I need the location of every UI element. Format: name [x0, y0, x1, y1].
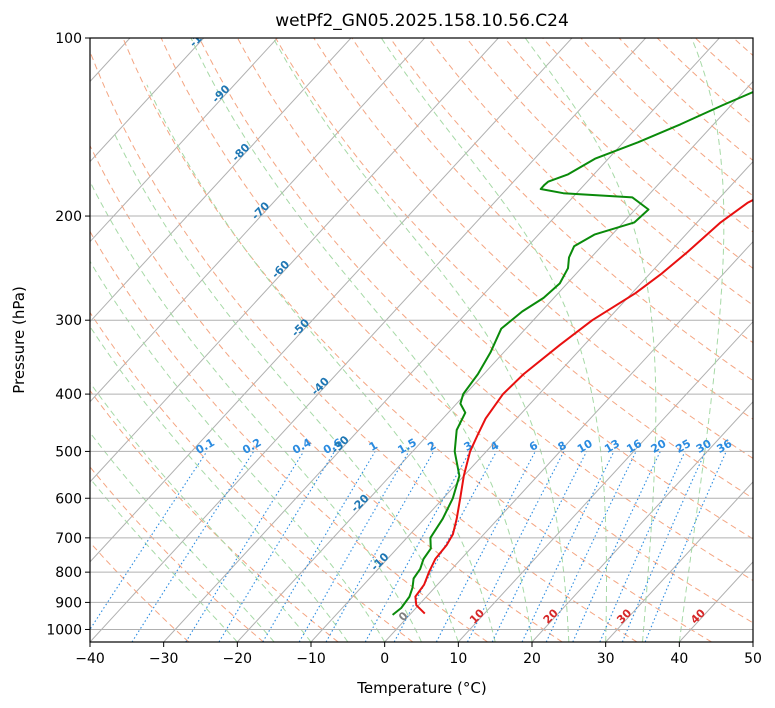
- y-tick-label: 100: [55, 31, 82, 47]
- y-tick-label: 500: [55, 444, 82, 460]
- y-tick-label: 800: [55, 565, 82, 581]
- x-tick-label: −30: [149, 651, 179, 667]
- x-tick-label: 50: [744, 651, 762, 667]
- dewpoint-profile-line: [391, 90, 753, 616]
- y-tick-label: 400: [55, 387, 82, 403]
- isotherm-line: [163, 38, 721, 642]
- x-tick-label: 30: [597, 651, 615, 667]
- x-tick-label: −40: [75, 651, 105, 667]
- x-tick-label: 0: [380, 651, 389, 667]
- mixing-ratio-line: [491, 451, 588, 642]
- moist-adiabat-line: [190, 38, 533, 642]
- dry-adiabat-line: [90, 144, 563, 642]
- moist-adiabat-line: [272, 38, 570, 642]
- dry-adiabat-line: [90, 50, 638, 642]
- dry-adiabat-line: [198, 38, 753, 582]
- moist-adiabat-line: [380, 38, 607, 642]
- x-tick-label: 10: [449, 651, 467, 667]
- isotherm-line: [605, 481, 753, 642]
- isotherm-line: [90, 38, 573, 563]
- isotherm-line: [90, 38, 426, 403]
- dry-adiabat-line: [122, 38, 712, 642]
- dry-adiabat-line: [236, 38, 753, 540]
- y-tick-label: 900: [55, 595, 82, 611]
- moist-adiabat-line: [524, 38, 657, 642]
- x-tick-label: 20: [523, 651, 541, 667]
- x-tick-label: 40: [670, 651, 688, 667]
- moist-adiabat-line: [90, 180, 422, 642]
- isotherm-line: [236, 80, 753, 642]
- dry-adiabat-line: [90, 230, 488, 642]
- mixing-ratio-line: [393, 451, 497, 642]
- temperature-profile-line: [414, 198, 753, 615]
- isotherm-line: [90, 38, 500, 483]
- dry-adiabat-line: [90, 389, 339, 642]
- mixing-ratio-line: [131, 451, 255, 642]
- mixing-ratio-line: [364, 451, 471, 642]
- isotherm-label: -100: [187, 21, 216, 50]
- mixing-ratio-line: [644, 451, 727, 642]
- chart-title: wetPf2_GN05.2025.158.10.56.C24: [275, 11, 569, 31]
- mixing-ratio-line: [599, 451, 686, 642]
- isotherm-line: [310, 160, 753, 642]
- moist-adiabat-line: [678, 38, 725, 642]
- moist-adiabat-line: [90, 260, 386, 642]
- dry-adiabat-line: [389, 38, 753, 382]
- y-tick-label: 1000: [46, 622, 82, 638]
- y-tick-label: 200: [55, 209, 82, 225]
- isotherm-line: [531, 401, 753, 642]
- y-tick-label: 300: [55, 313, 82, 329]
- mixing-ratio-line: [325, 451, 435, 642]
- y-tick-label: 600: [55, 491, 82, 507]
- mixing-ratio-line: [572, 451, 661, 642]
- background-lines: [90, 38, 753, 642]
- plot-frame: [89, 37, 754, 643]
- moist-adiabat-line: [90, 381, 312, 642]
- mixing-ratio-line: [218, 451, 335, 642]
- dry-adiabat-line: [351, 38, 753, 420]
- x-axis-title: Temperature (°C): [356, 679, 486, 697]
- mixing-ratio-line: [467, 451, 565, 642]
- isotherm-line: [90, 38, 352, 323]
- y-axis-title: Pressure (hPa): [10, 286, 28, 394]
- dry-adiabat-line: [90, 311, 414, 642]
- mixing-ratio-line: [621, 451, 706, 642]
- data-series: [391, 90, 753, 616]
- dry-adiabat-line: [275, 38, 753, 499]
- moist-adiabat-line: [146, 84, 496, 642]
- dry-adiabat-line: [313, 38, 753, 459]
- moist-adiabat-line: [90, 325, 349, 642]
- mixing-ratio-line: [185, 451, 305, 642]
- y-tick-label: 700: [55, 531, 82, 547]
- x-tick-label: −10: [296, 651, 326, 667]
- mixing-ratio-line: [90, 451, 208, 631]
- moist-adiabat-line: [90, 477, 238, 642]
- isotherm-line: [457, 320, 753, 642]
- x-tick-label: −20: [223, 651, 253, 667]
- dry-adiabat-line: [160, 38, 753, 624]
